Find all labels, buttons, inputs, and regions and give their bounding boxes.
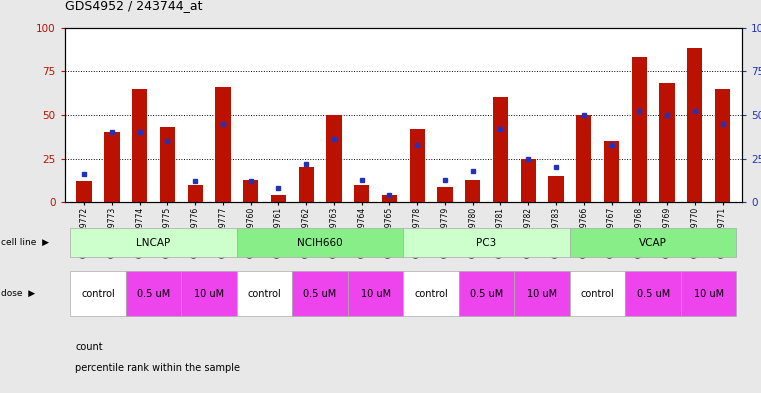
Bar bbox=[493, 97, 508, 202]
Bar bbox=[237, 228, 403, 257]
Bar bbox=[604, 141, 619, 202]
Bar bbox=[438, 187, 453, 202]
Bar bbox=[521, 159, 536, 202]
Bar bbox=[632, 57, 647, 202]
Text: percentile rank within the sample: percentile rank within the sample bbox=[75, 364, 240, 373]
Bar bbox=[126, 271, 181, 316]
Bar bbox=[382, 195, 397, 202]
Bar bbox=[687, 48, 702, 202]
Bar bbox=[626, 271, 681, 316]
Text: control: control bbox=[414, 289, 448, 299]
Bar bbox=[459, 271, 514, 316]
Bar bbox=[659, 83, 675, 202]
Bar bbox=[570, 271, 626, 316]
Bar bbox=[298, 167, 314, 202]
Bar bbox=[181, 271, 237, 316]
Text: LNCAP: LNCAP bbox=[136, 238, 170, 248]
Bar bbox=[243, 180, 258, 202]
Bar bbox=[271, 195, 286, 202]
Text: control: control bbox=[81, 289, 115, 299]
Text: dose  ▶: dose ▶ bbox=[1, 289, 35, 298]
Bar bbox=[465, 180, 480, 202]
Bar bbox=[403, 228, 570, 257]
Bar bbox=[70, 228, 237, 257]
Bar bbox=[326, 115, 342, 202]
Bar bbox=[681, 271, 737, 316]
Text: NCIH660: NCIH660 bbox=[298, 238, 343, 248]
Bar bbox=[354, 185, 369, 202]
Bar bbox=[215, 87, 231, 202]
Text: 0.5 uM: 0.5 uM bbox=[137, 289, 170, 299]
Bar bbox=[132, 89, 148, 202]
Bar bbox=[237, 271, 292, 316]
Text: 10 uM: 10 uM bbox=[361, 289, 390, 299]
Text: control: control bbox=[581, 289, 615, 299]
Bar bbox=[570, 228, 737, 257]
Bar bbox=[576, 115, 591, 202]
Text: 10 uM: 10 uM bbox=[194, 289, 224, 299]
Text: 10 uM: 10 uM bbox=[527, 289, 557, 299]
Bar bbox=[77, 182, 92, 202]
Text: 0.5 uM: 0.5 uM bbox=[636, 289, 670, 299]
Bar bbox=[160, 127, 175, 202]
Bar bbox=[549, 176, 564, 202]
Text: 0.5 uM: 0.5 uM bbox=[304, 289, 336, 299]
Bar bbox=[715, 89, 730, 202]
Bar bbox=[348, 271, 403, 316]
Text: VCAP: VCAP bbox=[639, 238, 667, 248]
Bar bbox=[292, 271, 348, 316]
Text: GDS4952 / 243744_at: GDS4952 / 243744_at bbox=[65, 0, 202, 12]
Bar bbox=[187, 185, 202, 202]
Text: cell line  ▶: cell line ▶ bbox=[1, 238, 49, 247]
Bar bbox=[403, 271, 459, 316]
Text: PC3: PC3 bbox=[476, 238, 497, 248]
Text: 0.5 uM: 0.5 uM bbox=[470, 289, 503, 299]
Bar bbox=[409, 129, 425, 202]
Text: control: control bbox=[247, 289, 282, 299]
Bar bbox=[70, 271, 126, 316]
Bar bbox=[104, 132, 119, 202]
Bar bbox=[514, 271, 570, 316]
Text: 10 uM: 10 uM bbox=[693, 289, 724, 299]
Text: count: count bbox=[75, 342, 103, 352]
